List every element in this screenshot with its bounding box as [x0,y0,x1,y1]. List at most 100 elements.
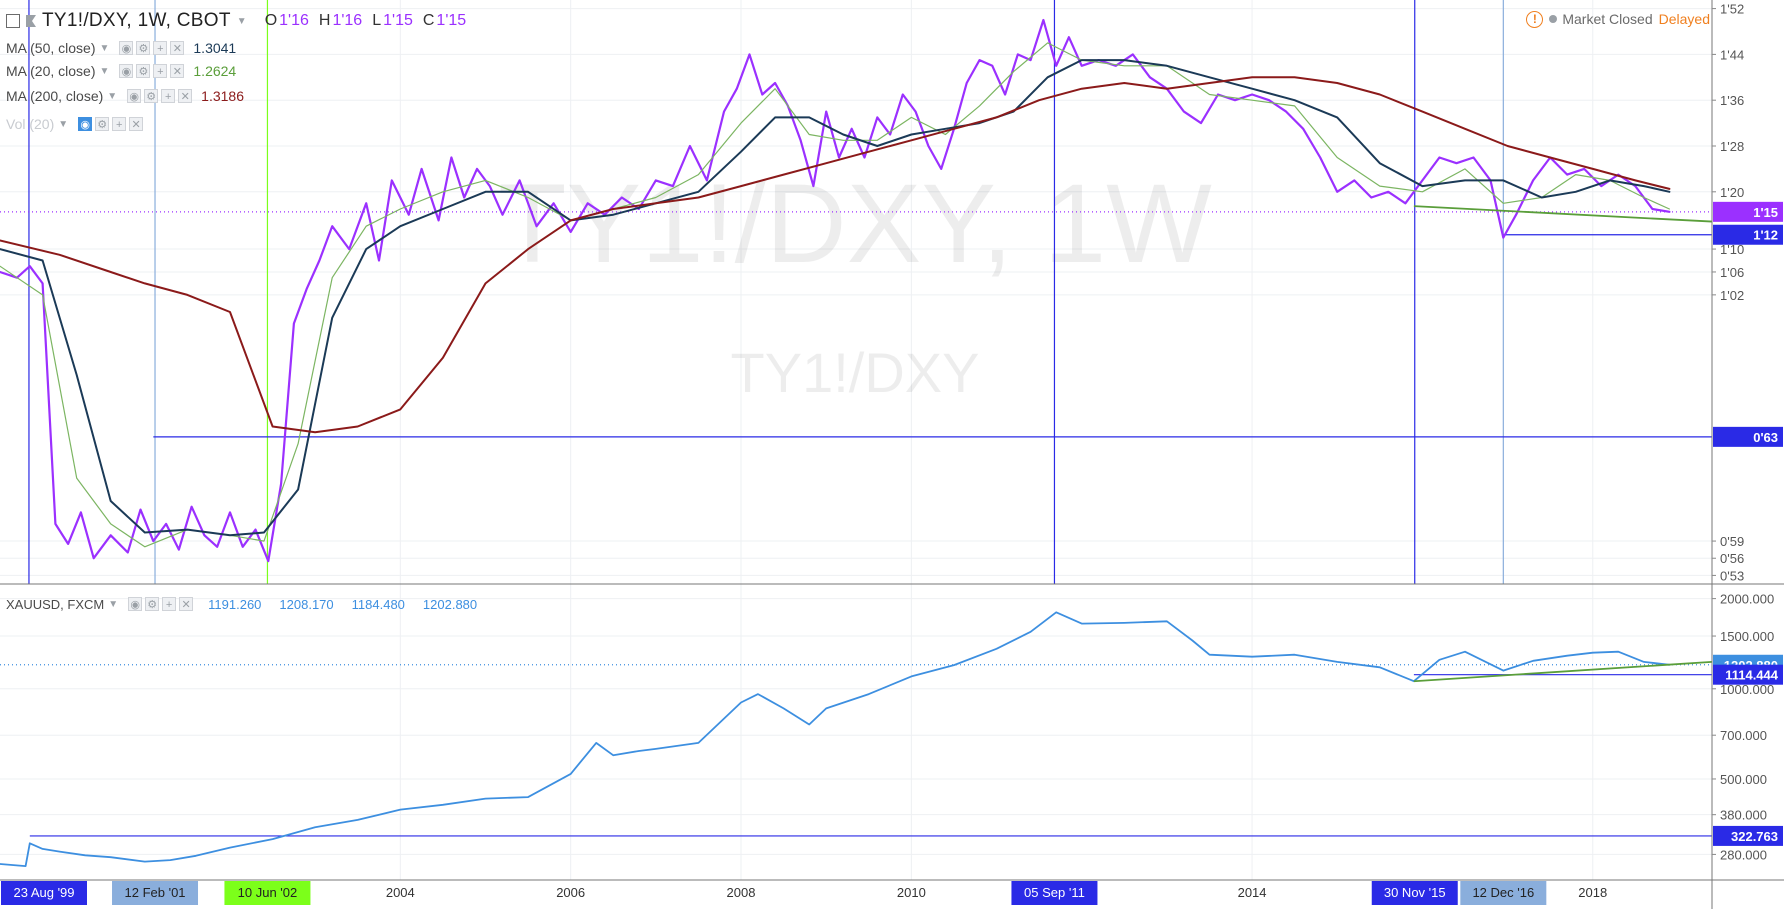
close-icon[interactable]: ✕ [178,89,193,103]
trendline [1413,660,1713,683]
date-marker-label: 12 Dec '16 [1472,885,1534,900]
watermark-large: TY1!/DXY, 1W [498,161,1212,286]
plus-icon[interactable]: + [153,64,168,78]
indicator-label[interactable]: MA (50, close) [6,40,96,56]
status-dot [1549,15,1558,23]
grid [0,0,1712,880]
x-tick-label: 2010 [897,885,926,900]
trendlines [1413,205,1713,683]
date-marker-box [224,881,311,905]
y-tick-label: 0'53 [1720,568,1744,583]
lower-legend-header[interactable]: XAUUSD, FXCM ▼ ◉ ⚙ + ✕ 1191.260 1208.170 11… [6,594,477,614]
indicator-ma20[interactable]: MA (20, close) ▼ ◉ ⚙ + ✕ 1.2624 [6,61,236,81]
indicator-value: 1.2624 [193,63,237,79]
y-tick-label: 1'06 [1720,265,1744,280]
date-marker-label: 23 Aug '99 [13,885,74,900]
lower-value-close: 1202.880 [422,596,478,612]
x-tick-label: 2014 [1238,885,1267,900]
y-tick-label: 2000.000 [1720,592,1774,607]
series-line [0,611,1671,867]
date-marker-box [1011,881,1098,905]
ohlc-low: L 1'15 [372,12,413,29]
vertical-marker-lines [28,0,1504,584]
symbol-title[interactable]: TY1!/DXY, 1W, CBOT [42,10,231,31]
eye-icon[interactable]: ◉ [78,117,93,131]
indicator-label[interactable]: Vol (20) [6,116,55,132]
close-icon[interactable]: ✕ [129,117,144,131]
indicator-label[interactable]: MA (200, close) [6,88,104,104]
date-marker-label: 10 Jun '02 [238,885,298,900]
gear-icon[interactable]: ⚙ [145,597,160,611]
y-tick-label: 1'36 [1720,93,1744,108]
lower-symbol-title[interactable]: XAUUSD, FXCM [6,596,105,612]
price-label-box [1713,664,1783,685]
chevron-down-icon[interactable]: ▼ [58,118,69,130]
chevron-down-icon[interactable]: ▼ [236,15,247,27]
y-tick-label: 1'02 [1720,288,1744,303]
market-closed-label: Market Closed [1562,11,1653,27]
x-tick-label: 2008 [727,885,756,900]
delayed-label: Delayed [1658,11,1710,27]
y-tick-label: 280.000 [1720,847,1767,862]
y-tick-label: 1'10 [1720,242,1744,257]
series-line [0,18,1671,563]
collapse-icon[interactable] [6,14,20,28]
close-icon[interactable]: ✕ [170,64,185,78]
price-axis: 1'52 1'44 1'36 1'28 1'20 1'10 1'06 1'02 0'59 0'56… [1712,2,1783,862]
eye-icon[interactable]: ◉ [128,597,143,611]
indicator-ma200[interactable]: MA (200, close) ▼ ◉ ⚙ + ✕ 1.3186 [6,86,244,106]
indicator-value: 1.3186 [201,88,244,104]
indicator-label[interactable]: MA (20, close) [6,63,96,79]
gear-icon[interactable]: ⚙ [95,117,110,131]
date-marker-label: 30 Nov '15 [1384,885,1446,900]
chevron-down-icon[interactable]: ▼ [107,90,118,102]
x-tick-label: 2018 [1578,885,1607,900]
plus-icon[interactable]: + [161,89,176,103]
price-label: 1'12 [1753,228,1778,243]
price-label: 1'15 [1753,205,1778,220]
gear-icon[interactable]: ⚙ [144,89,159,103]
y-tick-label: 0'56 [1720,551,1744,566]
price-label: 1114.444 [1725,668,1779,683]
chevron-down-icon[interactable]: ▼ [108,598,119,610]
close-icon[interactable]: ✕ [179,597,194,611]
price-label-box [1713,224,1783,245]
close-icon[interactable]: ✕ [170,41,185,55]
gear-icon[interactable]: ⚙ [136,41,151,55]
plus-icon[interactable]: + [153,41,168,55]
eye-icon[interactable]: ◉ [119,64,134,78]
y-tick-label: 1'28 [1720,139,1744,154]
flag-icon[interactable] [26,15,36,27]
eye-icon[interactable]: ◉ [119,41,134,55]
x-tick-label: 2006 [556,885,585,900]
lower-value-high: 1208.170 [279,596,334,612]
series-line [0,76,1671,434]
lower-value-open: 1191.260 [208,596,262,612]
y-tick-label: 1000.000 [1720,682,1774,697]
market-status: ! Market Closed Delayed [1526,8,1710,30]
eye-icon[interactable]: ◉ [127,89,142,103]
chevron-down-icon[interactable]: ▼ [99,42,110,54]
chevron-down-icon[interactable]: ▼ [99,65,110,77]
plus-icon[interactable]: + [162,597,177,611]
price-label-box [1713,201,1783,222]
y-tick-label: 380.000 [1720,808,1767,823]
horizontal-lines [0,211,1712,837]
warning-icon[interactable]: ! [1526,10,1544,28]
indicator-ma50[interactable]: MA (50, close) ▼ ◉ ⚙ + ✕ 1.3041 [6,38,236,58]
series-line [0,59,1671,537]
y-tick-label: 500.000 [1720,772,1767,787]
plus-icon[interactable]: + [112,117,127,131]
price-label-box [1713,825,1783,846]
ohlc-close: C 1'15 [422,12,467,29]
date-marker-label: 05 Sep '11 [1024,885,1085,900]
date-marker-box [1371,881,1458,905]
series-line [0,42,1671,548]
indicator-vol[interactable]: Vol (20) ▼ ◉ ⚙ + ✕ [6,114,146,134]
gear-icon[interactable]: ⚙ [136,64,151,78]
ohlc-open: O 1'16 [264,12,309,29]
y-tick-label: 1500.000 [1720,629,1774,644]
date-marker-label: 12 Feb '01 [125,885,186,900]
